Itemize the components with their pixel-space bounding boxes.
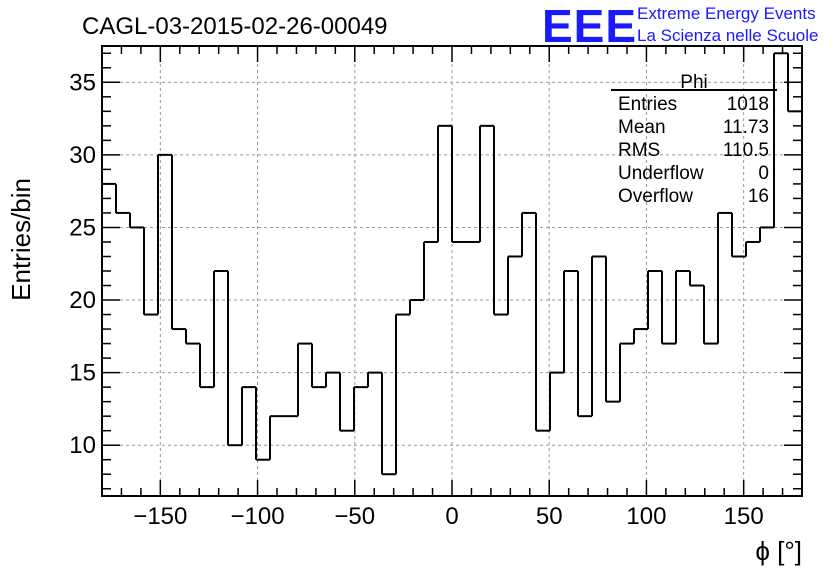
x-tick-label: 50 <box>536 503 563 530</box>
stats-label-rms: RMS <box>618 140 660 161</box>
y-tick-label: 10 <box>69 432 96 459</box>
x-tick-label: 0 <box>445 503 458 530</box>
stats-label-entries: Entries <box>618 94 677 115</box>
stats-value-entries: 1018 <box>727 94 769 115</box>
y-tick-label: 30 <box>69 142 96 169</box>
logo-mark: EEE <box>542 0 637 52</box>
x-tick-label: 150 <box>724 503 764 530</box>
stats-box: Phi Entries 1018 Mean 11.73 RMS 110.5 Un… <box>611 72 777 207</box>
logo-line-1: Extreme Energy Events <box>637 4 816 23</box>
stats-value-mean: 11.73 <box>723 117 769 138</box>
axis-ticks: −150 −100 −50 0 50 100 150 10 15 20 25 30 35 <box>69 46 803 530</box>
stats-box-name: Phi <box>680 72 707 93</box>
y-tick-label: 20 <box>69 287 96 314</box>
stats-value-overflow: 16 <box>748 186 769 207</box>
logo-line-2: La Scienza nelle Scuole <box>637 26 818 45</box>
x-tick-label: −150 <box>133 503 187 530</box>
stats-value-rms: 110.5 <box>723 140 769 161</box>
histogram-series <box>102 52 802 476</box>
y-tick-label: 35 <box>69 69 96 96</box>
y-tick-label: 25 <box>69 214 96 241</box>
x-axis-label: ϕ [°] <box>755 536 802 566</box>
stats-label-overflow: Overflow <box>618 186 693 207</box>
x-tick-label: −100 <box>231 503 285 530</box>
grid-lines <box>102 46 802 496</box>
stats-value-underflow: 0 <box>758 163 769 184</box>
y-tick-label: 15 <box>69 360 96 387</box>
stats-label-underflow: Underflow <box>618 163 704 184</box>
stats-label-mean: Mean <box>618 117 666 138</box>
x-tick-label: −50 <box>334 503 375 530</box>
y-axis-label: Entries/bin <box>6 178 36 301</box>
x-tick-label: 100 <box>626 503 666 530</box>
chart-title: CAGL-03-2015-02-26-00049 <box>82 13 388 40</box>
